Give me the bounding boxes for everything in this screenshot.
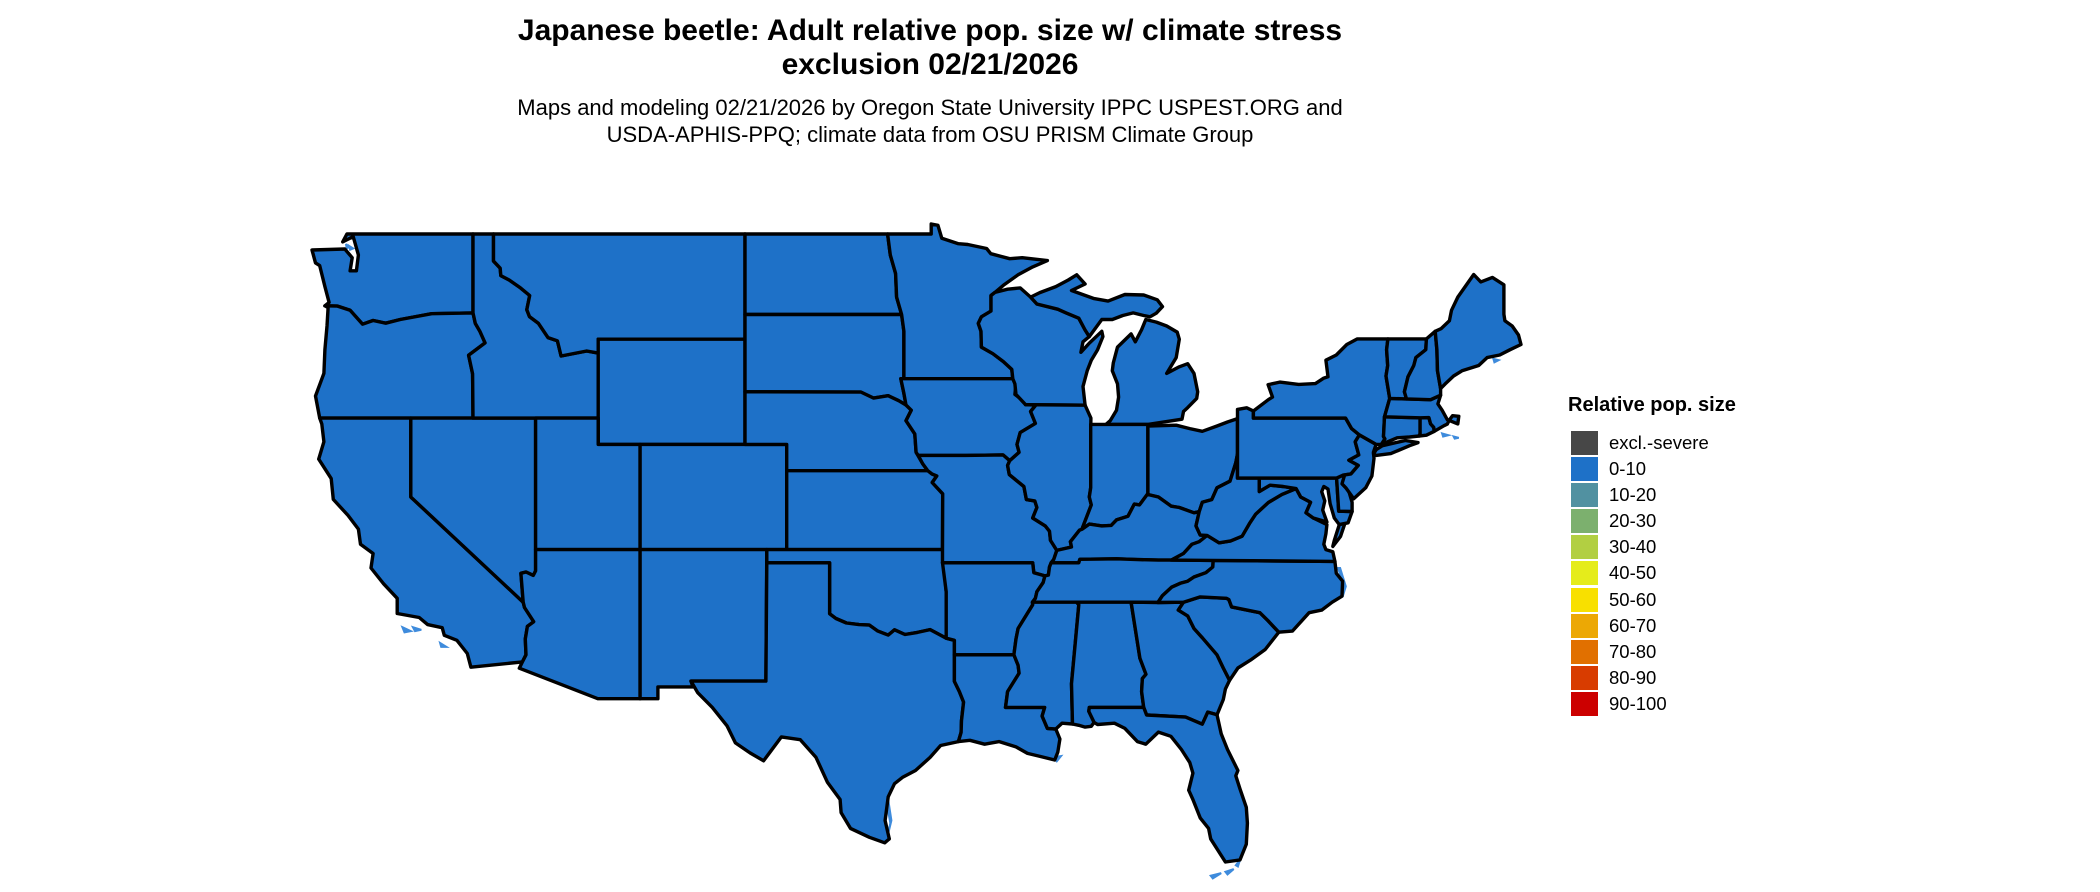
- legend-swatch-20-30: [1571, 509, 1598, 534]
- state-CO: [638, 442, 789, 552]
- island-maine-coast-islands: [1491, 357, 1502, 364]
- legend-swatch-30-40: [1571, 535, 1598, 560]
- island-san-juan-islands-1: [347, 243, 356, 252]
- legend-swatch-90-100: [1571, 691, 1598, 716]
- legend-item-80-90: 80-90: [1571, 665, 1736, 691]
- chart-title-line2: exclusion 02/21/2026: [781, 48, 1079, 81]
- state-NM: [638, 547, 769, 701]
- legend-label: 90-100: [1609, 692, 1667, 714]
- legend-label: 50-60: [1609, 588, 1657, 610]
- state-ME: [1433, 272, 1523, 391]
- state-WI: [976, 286, 1105, 407]
- chart-subtitle-line2: USDA-APHIS-PPQ; climate data from OSU PR…: [606, 122, 1254, 147]
- island-nantucket: [1451, 434, 1460, 440]
- state-AZ: [517, 547, 642, 701]
- legend-swatch-50-60: [1571, 587, 1598, 612]
- legend-item-10-20: 10-20: [1571, 482, 1736, 508]
- legend-label: 40-50: [1609, 562, 1657, 584]
- legend-item-excl.-severe: excl.-severe: [1571, 430, 1736, 456]
- island-channel-island-1: [410, 625, 422, 633]
- legend-swatch-excl.-severe: [1571, 431, 1598, 455]
- legend-item-50-60: 50-60: [1571, 587, 1736, 613]
- legend-item-20-30: 20-30: [1571, 508, 1736, 534]
- legend-label: 20-30: [1609, 510, 1657, 532]
- state-MD: [1257, 476, 1354, 527]
- legend-title: Relative pop. size: [1568, 394, 1736, 416]
- legend-label: 0-10: [1609, 458, 1647, 480]
- island-florida-keys-2: [1223, 868, 1235, 876]
- legend-item-60-70: 60-70: [1571, 613, 1736, 639]
- legend-item-70-80: 70-80: [1571, 639, 1736, 665]
- legend: Relative pop. size excl.-severe 0-10 10-20…: [1568, 394, 1736, 717]
- chart-title-line1: Japanese beetle: Adult relative pop. siz…: [517, 14, 1343, 47]
- legend-swatch-0-10: [1571, 457, 1598, 482]
- legend-label: excl.-severe: [1609, 432, 1709, 453]
- chart-subtitle: Maps and modeling 02/21/2026 by Oregon S…: [80, 94, 1780, 148]
- state-OR: [313, 304, 487, 420]
- state-NC: [1156, 558, 1345, 634]
- state-TX: [689, 561, 966, 845]
- legend-swatch-60-70: [1571, 613, 1598, 638]
- state-NY-LI: [1371, 438, 1420, 458]
- legend-item-90-100: 90-100: [1571, 691, 1736, 717]
- island-marthas-vineyard: [1440, 431, 1453, 438]
- legend-label: 60-70: [1609, 614, 1657, 636]
- state-WY: [596, 337, 747, 447]
- state-VA-ES: [1331, 521, 1347, 549]
- island-channel-island-3: [400, 625, 414, 634]
- island-florida-keys-3: [1208, 872, 1222, 880]
- legend-swatch-40-50: [1571, 561, 1598, 586]
- state-MI-UP: [1028, 273, 1165, 339]
- state-FL: [1087, 705, 1250, 864]
- legend-items: excl.-severe 0-10 10-20 20-30 30-40 40-50 50-6…: [1568, 430, 1736, 717]
- island-san-juan-islands-2: [344, 243, 350, 251]
- legend-label: 30-40: [1609, 536, 1657, 558]
- legend-item-40-50: 40-50: [1571, 560, 1736, 586]
- state-MI: [1104, 317, 1200, 427]
- legend-swatch-70-80: [1571, 639, 1598, 664]
- island-channel-island-2: [438, 640, 450, 648]
- legend-swatch-80-90: [1571, 665, 1598, 690]
- legend-item-30-40: 30-40: [1571, 534, 1736, 560]
- legend-label: 80-90: [1609, 666, 1657, 688]
- legend-swatch-10-20: [1571, 483, 1598, 508]
- state-KS: [785, 469, 945, 552]
- chart-title-block: Japanese beetle: Adult relative pop. siz…: [80, 14, 1780, 148]
- chart-subtitle-line1: Maps and modeling 02/21/2026 by Oregon S…: [517, 95, 1343, 120]
- legend-label: 70-80: [1609, 640, 1657, 662]
- legend-label: 10-20: [1609, 484, 1657, 506]
- state-ND: [743, 232, 904, 317]
- legend-item-0-10: 0-10: [1571, 456, 1736, 482]
